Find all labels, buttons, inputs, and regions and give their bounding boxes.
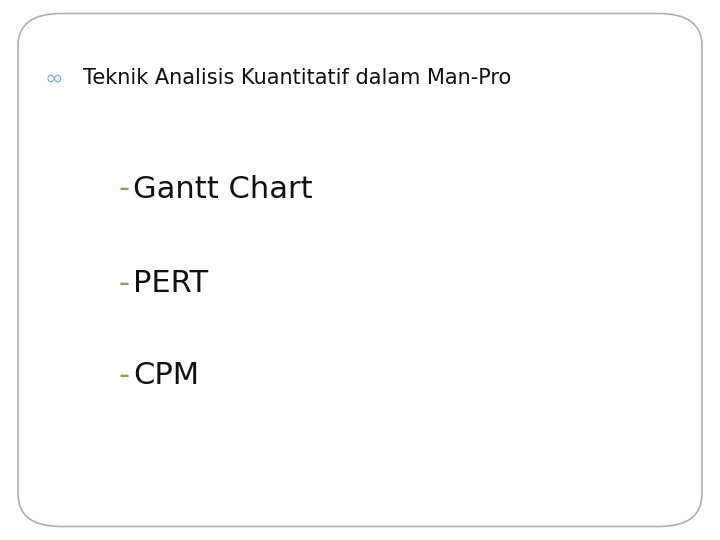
Text: ∞: ∞: [45, 68, 63, 89]
FancyBboxPatch shape: [18, 14, 702, 526]
Text: PERT: PERT: [133, 269, 208, 298]
Text: Teknik Analisis Kuantitatif dalam Man-Pro: Teknik Analisis Kuantitatif dalam Man-Pr…: [83, 68, 511, 89]
Text: -: -: [119, 174, 130, 204]
Text: -: -: [119, 361, 130, 390]
Text: -: -: [119, 269, 130, 298]
Text: CPM: CPM: [133, 361, 199, 390]
Text: Gantt Chart: Gantt Chart: [133, 174, 312, 204]
